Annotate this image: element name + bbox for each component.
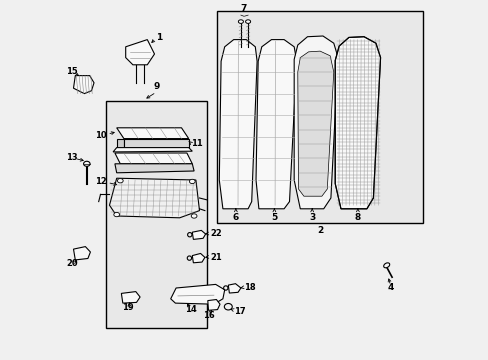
Polygon shape bbox=[170, 284, 224, 304]
Polygon shape bbox=[335, 37, 380, 209]
Polygon shape bbox=[115, 164, 194, 173]
Ellipse shape bbox=[117, 179, 123, 183]
Polygon shape bbox=[73, 76, 94, 94]
Text: 15: 15 bbox=[66, 68, 78, 77]
Text: 21: 21 bbox=[210, 253, 222, 262]
Text: 22: 22 bbox=[210, 230, 222, 239]
Text: 8: 8 bbox=[354, 213, 360, 222]
Polygon shape bbox=[121, 292, 140, 303]
Polygon shape bbox=[219, 40, 257, 209]
Polygon shape bbox=[117, 139, 123, 148]
Polygon shape bbox=[123, 139, 188, 148]
Polygon shape bbox=[228, 284, 241, 293]
Ellipse shape bbox=[238, 20, 243, 23]
Ellipse shape bbox=[83, 161, 90, 166]
Bar bbox=[106, 101, 206, 328]
Text: 14: 14 bbox=[184, 305, 196, 314]
Polygon shape bbox=[256, 40, 296, 209]
Text: 10: 10 bbox=[95, 130, 107, 139]
Polygon shape bbox=[297, 51, 333, 196]
Text: 1: 1 bbox=[156, 33, 162, 42]
Text: 7: 7 bbox=[240, 4, 246, 13]
Polygon shape bbox=[192, 230, 205, 239]
Text: 16: 16 bbox=[202, 310, 214, 320]
Text: 20: 20 bbox=[66, 259, 78, 269]
Polygon shape bbox=[207, 300, 220, 310]
Text: 17: 17 bbox=[234, 307, 245, 316]
Text: 5: 5 bbox=[271, 213, 277, 222]
Ellipse shape bbox=[191, 214, 197, 218]
Polygon shape bbox=[73, 247, 90, 260]
Text: 2: 2 bbox=[316, 226, 323, 235]
Ellipse shape bbox=[383, 263, 389, 268]
Text: 19: 19 bbox=[122, 303, 133, 312]
Text: 4: 4 bbox=[386, 284, 393, 292]
Text: 12: 12 bbox=[95, 177, 107, 186]
Polygon shape bbox=[125, 40, 154, 65]
Polygon shape bbox=[115, 153, 192, 164]
Polygon shape bbox=[109, 178, 199, 218]
Polygon shape bbox=[192, 253, 204, 263]
Ellipse shape bbox=[245, 20, 250, 23]
Text: 13: 13 bbox=[66, 153, 78, 162]
Text: 11: 11 bbox=[191, 139, 203, 148]
Text: 18: 18 bbox=[244, 284, 255, 292]
Text: 6: 6 bbox=[232, 213, 239, 222]
Polygon shape bbox=[117, 128, 188, 139]
Polygon shape bbox=[113, 148, 192, 152]
Ellipse shape bbox=[189, 179, 195, 184]
Text: 3: 3 bbox=[308, 213, 315, 222]
Ellipse shape bbox=[114, 212, 120, 217]
Polygon shape bbox=[294, 36, 337, 209]
Text: 9: 9 bbox=[153, 82, 159, 91]
Bar bbox=[217, 11, 422, 223]
